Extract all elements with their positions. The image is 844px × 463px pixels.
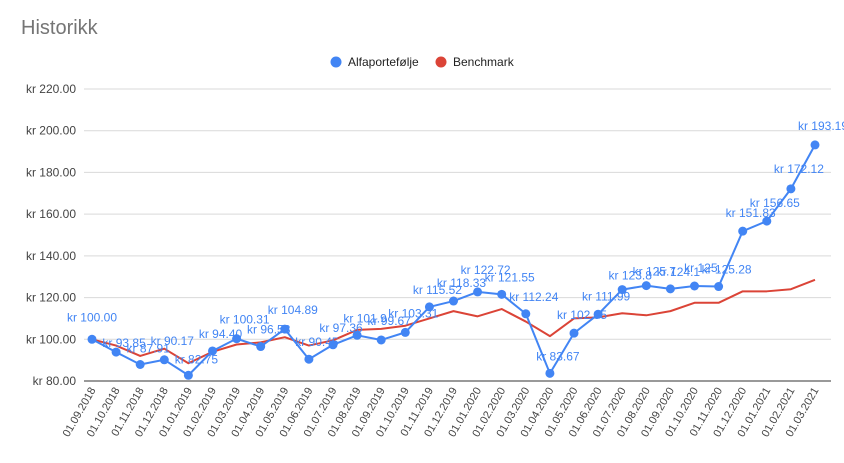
data-label: kr 112.24	[509, 290, 558, 304]
data-point[interactable]	[473, 287, 483, 297]
data-point[interactable]	[208, 346, 217, 356]
data-point[interactable]	[690, 281, 699, 291]
data-point[interactable]	[617, 285, 627, 295]
data-point[interactable]	[786, 184, 796, 194]
data-point[interactable]	[569, 328, 579, 338]
data-point[interactable]	[762, 216, 772, 226]
data-label: kr 82.75	[175, 352, 219, 366]
y-axis-ticks: kr 80.00 kr 100.00 kr 120.00 kr 140.00 kr 16…	[26, 82, 76, 388]
legend-label: Benchmark	[453, 55, 515, 69]
data-label: kr 90.17	[151, 334, 195, 348]
y-tick-label: kr 220.00	[26, 82, 76, 96]
data-point[interactable]	[424, 302, 434, 312]
y-tick-label: kr 80.00	[33, 374, 77, 388]
data-label: kr 83.67	[536, 349, 580, 363]
data-label: kr 151.83	[726, 206, 776, 220]
data-label: kr 125.7	[633, 265, 677, 279]
x-axis-ticks: 01.09.201801.10.201801.11.201801.12.2018…	[61, 385, 822, 439]
legend-swatch	[435, 56, 447, 68]
y-tick-label: kr 100.00	[26, 332, 76, 346]
data-label: kr 100.00	[67, 310, 117, 324]
data-point[interactable]	[738, 226, 748, 236]
data-label: kr 102.95	[557, 308, 607, 322]
data-label: kr 87.91	[127, 342, 171, 356]
data-label: kr 125.	[684, 261, 721, 275]
data-label: kr 121.55	[485, 270, 535, 284]
data-label: kr 94.40	[199, 327, 243, 341]
legend-swatch	[330, 56, 342, 68]
data-label: kr 93.85	[102, 336, 146, 350]
data-point[interactable]	[449, 296, 458, 306]
data-point[interactable]	[545, 368, 555, 378]
data-point[interactable]	[352, 330, 362, 340]
data-label: kr 193.19	[798, 119, 844, 133]
data-label: kr 172.12	[774, 162, 824, 176]
legend[interactable]: Alfaportefølje Benchmark	[330, 55, 515, 69]
legend-item[interactable]: Benchmark	[435, 55, 515, 69]
data-point[interactable]	[87, 334, 97, 344]
data-label: kr 111.99	[582, 289, 631, 303]
data-label: kr 100.31	[220, 313, 270, 327]
gridlines	[84, 88, 831, 382]
data-label: kr 115.52	[413, 283, 462, 297]
data-label: kr 156.65	[750, 196, 800, 210]
data-label: kr 104.89	[268, 303, 318, 317]
data-point[interactable]	[280, 324, 290, 334]
legend-label: Alfaportefølje	[348, 55, 419, 69]
data-point[interactable]	[135, 360, 145, 370]
data-point[interactable]	[400, 327, 410, 337]
data-point[interactable]	[665, 284, 675, 294]
data-point[interactable]	[376, 335, 386, 345]
data-label: kr 99.67	[368, 314, 412, 328]
data-point[interactable]	[497, 289, 507, 299]
y-tick-label: kr 120.00	[26, 291, 76, 305]
data-label: kr 124.1	[657, 265, 701, 279]
legend-item[interactable]: Alfaportefølje	[330, 55, 420, 69]
data-label: kr 125.28	[702, 263, 752, 277]
data-label: kr 101.9	[343, 311, 387, 325]
data-label: kr 122.72	[461, 263, 511, 277]
data-point[interactable]	[593, 309, 603, 319]
data-point[interactable]	[232, 334, 242, 344]
y-tick-label: kr 180.00	[26, 165, 76, 179]
data-label: kr 118.33	[437, 276, 486, 290]
data-label: kr 123.8	[609, 269, 653, 283]
y-tick-label: kr 140.00	[26, 249, 76, 263]
data-label: kr 96.53	[247, 323, 291, 337]
data-label: kr 103.31	[388, 306, 438, 320]
data-point[interactable]	[714, 282, 724, 292]
data-point[interactable]	[256, 342, 266, 352]
data-point[interactable]	[304, 354, 314, 364]
data-label: kr 97.36	[319, 321, 363, 335]
data-point[interactable]	[111, 347, 121, 357]
data-point[interactable]	[159, 355, 169, 365]
series-points	[87, 140, 820, 380]
y-tick-label: kr 200.00	[26, 124, 76, 138]
chart-title: Historikk	[21, 17, 98, 39]
y-tick-label: kr 160.00	[26, 207, 76, 221]
data-point[interactable]	[810, 140, 820, 150]
data-label: kr 90.45	[295, 335, 339, 349]
data-point[interactable]	[183, 370, 193, 380]
data-point[interactable]	[521, 309, 531, 319]
data-point[interactable]	[641, 281, 651, 291]
data-point[interactable]	[328, 340, 338, 350]
